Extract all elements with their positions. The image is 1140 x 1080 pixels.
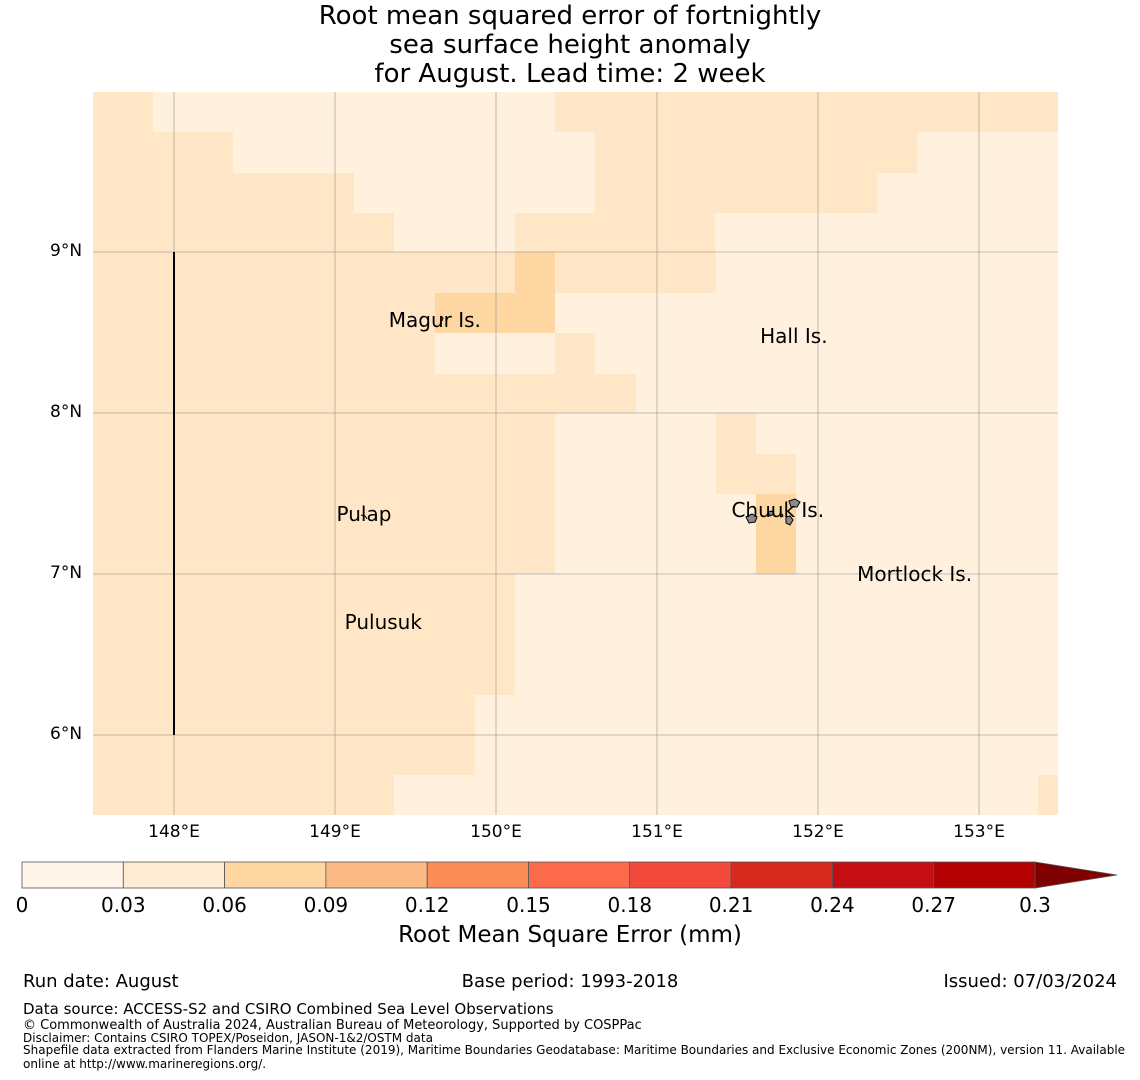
colorbar-tick-label: 0.06: [202, 893, 247, 917]
colorbar-segment: [224, 861, 327, 889]
rmse-cell: [394, 213, 515, 252]
colorbar-segment: [528, 861, 631, 889]
rmse-cell: [595, 132, 917, 173]
rmse-cell: [756, 454, 796, 494]
chuuk-island: [767, 510, 775, 517]
colorbar-segment: [21, 861, 124, 889]
rmse-cell: [435, 333, 555, 374]
colorbar-segment: [832, 861, 935, 889]
colorbar-tick-label: 0.03: [101, 893, 146, 917]
colorbar-tick-label: 0.12: [404, 893, 450, 917]
rmse-cell: [595, 333, 716, 374]
rmse-cell: [475, 695, 515, 815]
run-date: Run date: August: [23, 971, 179, 992]
colorbar-tick-label: 0: [15, 893, 29, 917]
rmse-cell: [716, 413, 756, 494]
rmse-cell: [756, 494, 796, 574]
chuuk-island: [779, 513, 784, 518]
latitude-tick-label: 7°N: [50, 563, 83, 583]
longitude-tick-label: 151°E: [631, 822, 683, 842]
rmse-cell: [595, 173, 877, 213]
rmse-cell: [515, 252, 555, 293]
rmse-cell: [233, 132, 595, 173]
shapefile-credit-1: Shapefile data extracted from Flanders M…: [23, 1043, 1126, 1057]
pulusuk-island: [383, 620, 386, 627]
colorbar-segment: [426, 861, 529, 889]
pulap-island: [360, 514, 368, 520]
colorbar-segment: [122, 861, 226, 889]
rmse-cell: [394, 775, 475, 815]
rmse-cell: [515, 574, 1058, 815]
shapefile-credit-2: online at http://www.marineregions.org/.: [23, 1057, 267, 1071]
place-label: Pulusuk: [344, 610, 422, 635]
longitude-tick-label: 152°E: [792, 822, 844, 842]
longitude-tick-label: 149°E: [309, 822, 361, 842]
colorbar-tick-label: 0.24: [810, 893, 855, 917]
copyright: © Commonwealth of Australia 2024, Austra…: [23, 1018, 642, 1033]
title-line-2: sea surface height anomaly: [389, 30, 751, 60]
latitude-tick-label: 9°N: [50, 241, 83, 261]
disclaimer: Disclaimer: Contains CSIRO TOPEX/Poseido…: [23, 1031, 433, 1045]
colorbar-segment: [325, 861, 428, 889]
island-shapes: [360, 315, 801, 627]
colorbar-segment: [933, 861, 1036, 889]
data-source: Data source: ACCESS-S2 and CSIRO Combine…: [23, 1000, 554, 1018]
rmse-cell: [1038, 775, 1058, 815]
place-label: Hall Is.: [760, 323, 828, 348]
rmse-cell: [555, 293, 716, 333]
longitude-tick-label: 153°E: [953, 822, 1005, 842]
longitude-tick-label: 148°E: [148, 822, 200, 842]
rmse-cell: [153, 92, 555, 132]
colorbar-tick-label: 0.09: [303, 893, 349, 917]
latitude-tick-label: 8°N: [50, 402, 83, 422]
graticule: [93, 92, 1058, 815]
chart-title: Root mean squared error of fortnightly s…: [0, 2, 1140, 89]
colorbar-segment: [730, 861, 833, 889]
colorbar-tick-label: 0.27: [911, 893, 956, 917]
colorbar-title: Root Mean Square Error (mm): [398, 922, 742, 948]
base-period: Base period: 1993-2018: [461, 971, 679, 992]
rmse-grid-cells: [93, 92, 1058, 815]
colorbar-tick-label: 0.21: [708, 893, 754, 917]
magur-island: [440, 315, 444, 322]
place-label: Mortlock Is.: [857, 562, 973, 586]
longitude-tick-label: 150°E: [470, 822, 522, 842]
title-line-1: Root mean squared error of fortnightly: [318, 1, 822, 31]
chuuk-island: [745, 513, 758, 524]
rmse-cell: [636, 374, 716, 413]
colorbar-extend-arrow: [1034, 861, 1118, 889]
title-line-3: for August. Lead time: 2 week: [374, 59, 766, 89]
issued-date: Issued: 07/03/2024: [943, 971, 1117, 992]
place-label: Magur Is.: [388, 307, 481, 332]
colorbar: [21, 861, 1118, 889]
latitude-tick-label: 6°N: [50, 724, 83, 744]
rmse-cell: [555, 413, 716, 574]
place-label: Chuuk Is.: [731, 497, 825, 522]
rmse-cell: [715, 213, 1058, 252]
rmse-cell: [877, 173, 917, 213]
colorbar-segment: [629, 861, 732, 889]
place-label: Pulap: [336, 502, 392, 527]
rmse-cell: [354, 173, 595, 213]
chuuk-island: [788, 498, 801, 508]
colorbar-tick-label: 0.3: [1019, 893, 1051, 917]
chuuk-island: [785, 515, 794, 526]
colorbar-tick-label: 0.18: [607, 893, 653, 917]
rmse-cell: [435, 293, 555, 333]
colorbar-tick-label: 0.15: [506, 893, 551, 917]
